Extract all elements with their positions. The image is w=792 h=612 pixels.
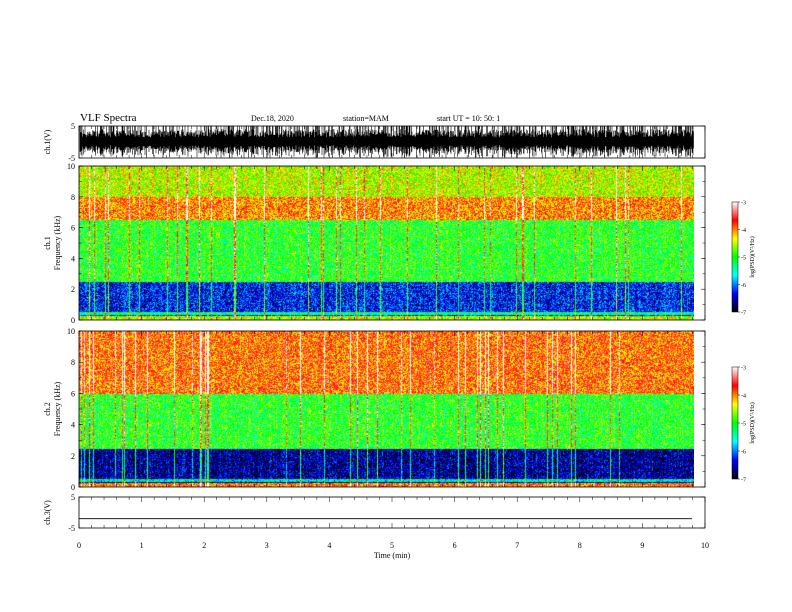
ch2-colorbar-tick-label: -7 bbox=[741, 478, 746, 484]
x-tick-label: 2 bbox=[202, 541, 206, 550]
ch1-colorbar-tick-label: -5 bbox=[741, 256, 746, 262]
ch2-colorbar-tick-label: -3 bbox=[741, 366, 746, 372]
x-tick-label: 10 bbox=[701, 541, 709, 550]
recording-date: Dec.18, 2020 bbox=[251, 114, 294, 123]
ch1-spectrogram-y-tick-label: 4 bbox=[71, 254, 75, 263]
ch1-spectrogram-ylabel-channel: ch.1 bbox=[43, 236, 52, 250]
station-label: station=MAM bbox=[343, 114, 389, 123]
ch2-spectrogram-y-tick-label: 6 bbox=[71, 389, 75, 398]
ch2-colorbar bbox=[731, 366, 739, 480]
ch1-waveform-trace bbox=[79, 126, 694, 158]
ch1-colorbar-tick-label: -4 bbox=[741, 228, 746, 234]
ch1-waveform-y-tick-label: -5 bbox=[68, 154, 75, 163]
x-tick-label: 6 bbox=[453, 541, 457, 550]
ch2-spectrogram-y-tick-label: 4 bbox=[71, 421, 75, 430]
ch1-spectrogram-ylabel-frequency: Frequency (kHz) bbox=[53, 215, 62, 270]
ch3-waveform-ylabel: ch.3(V) bbox=[43, 500, 52, 525]
ch3-waveform-y-tick-label: -5 bbox=[68, 524, 75, 533]
ch2-spectrogram-image bbox=[79, 331, 694, 487]
ch1-colorbar-tick-label: -7 bbox=[741, 311, 746, 317]
ch1-colorbar-tick-label: -3 bbox=[741, 201, 746, 207]
ch1-colorbar-tick-label: -6 bbox=[741, 283, 746, 289]
ch2-colorbar-tick-label: -5 bbox=[741, 422, 746, 428]
ch1-waveform-ylabel: ch.1(V) bbox=[43, 129, 52, 154]
ch2-spectrogram-ylabel-frequency: Frequency (kHz) bbox=[53, 381, 62, 436]
ch2-colorbar-tick-label: -4 bbox=[741, 394, 746, 400]
x-tick-label: 4 bbox=[327, 541, 331, 550]
ch2-spectrogram-ylabel-channel: ch.2 bbox=[43, 402, 52, 416]
ch1-spectrogram-y-tick-label: 2 bbox=[71, 285, 75, 294]
ch3-waveform-y-tick-label: 5 bbox=[71, 493, 75, 502]
ch2-spectrogram-y-tick-label: 2 bbox=[71, 452, 75, 461]
ch1-colorbar bbox=[731, 201, 739, 313]
ch1-spectrogram-y-tick-label: 0 bbox=[71, 316, 75, 325]
x-tick-label: 7 bbox=[515, 541, 519, 550]
ch1-spectrogram-image bbox=[79, 166, 694, 320]
ch2-spectrogram-y-tick-label: 10 bbox=[67, 327, 75, 336]
ch1-spectrogram-y-tick-label: 8 bbox=[71, 193, 75, 202]
x-tick-label: 3 bbox=[265, 541, 269, 550]
x-tick-label: 1 bbox=[140, 541, 144, 550]
ch1-spectrogram-y-tick-label: 6 bbox=[71, 224, 75, 233]
x-tick-label: 8 bbox=[578, 541, 582, 550]
ch2-colorbar-tick-label: -6 bbox=[741, 450, 746, 456]
ch2-colorbar-label: log(PSD)(V²/Hz) bbox=[749, 402, 756, 443]
chart-title: VLF Spectra bbox=[80, 112, 137, 124]
ch1-waveform-y-tick-label: 5 bbox=[71, 122, 75, 131]
x-tick-label: 9 bbox=[640, 541, 644, 550]
ch1-spectrogram-y-tick-label: 10 bbox=[67, 162, 75, 171]
x-tick-label: 0 bbox=[77, 541, 81, 550]
x-tick-label: 5 bbox=[390, 541, 394, 550]
start-time-label: start UT = 10: 50: 1 bbox=[437, 114, 501, 123]
ch1-colorbar-label: log(PSD)(V²/Hz) bbox=[749, 236, 756, 277]
ch2-spectrogram-y-tick-label: 8 bbox=[71, 358, 75, 367]
x-axis-label: Time (min) bbox=[374, 551, 411, 560]
ch2-spectrogram-y-tick-label: 0 bbox=[71, 483, 75, 492]
